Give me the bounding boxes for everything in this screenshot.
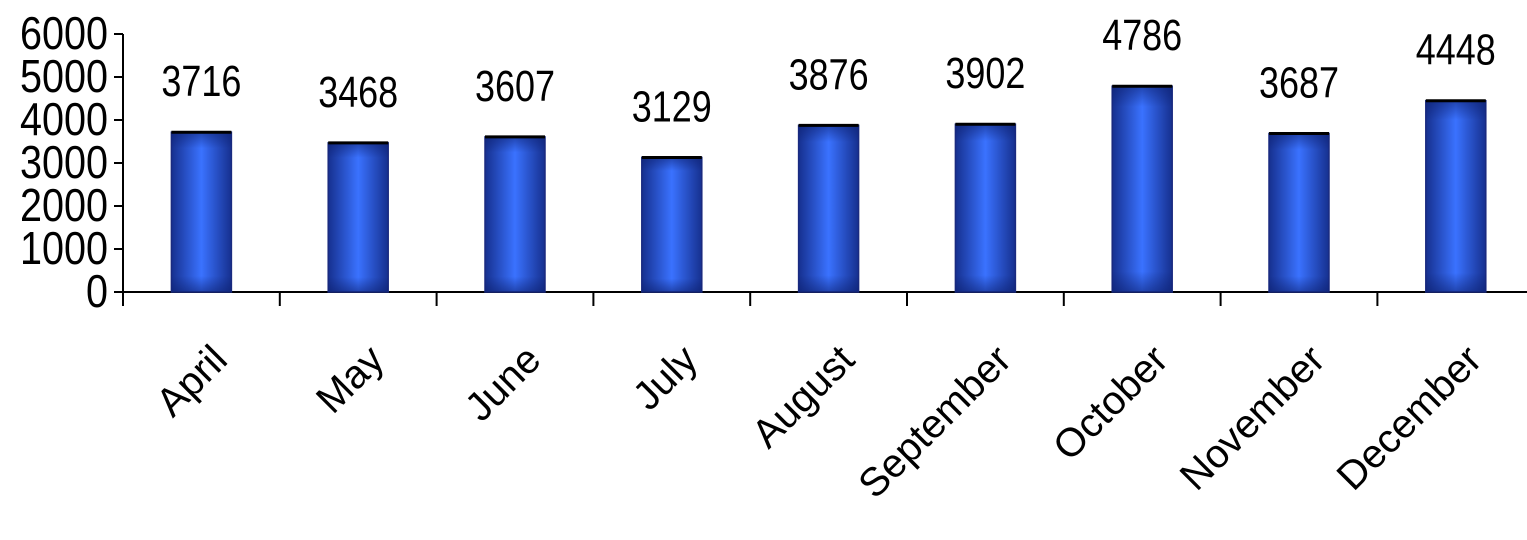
bar-shade bbox=[485, 136, 545, 292]
bar bbox=[327, 141, 389, 293]
data-label: 3607 bbox=[475, 62, 555, 111]
category-label: June bbox=[457, 337, 549, 429]
y-tick-label: 6000 bbox=[20, 7, 108, 59]
x-axis bbox=[122, 291, 1527, 306]
bar bbox=[484, 135, 546, 293]
bar-shade bbox=[955, 124, 1016, 293]
bar bbox=[1111, 84, 1173, 293]
data-label: 3716 bbox=[161, 57, 241, 106]
y-tick-label: 5000 bbox=[20, 50, 108, 102]
bar-shade bbox=[328, 142, 389, 292]
category-label: December bbox=[1329, 337, 1491, 499]
bar-shade bbox=[641, 157, 702, 292]
data-label: 3129 bbox=[632, 82, 712, 131]
data-label: 3902 bbox=[945, 49, 1025, 98]
category-label: November bbox=[1172, 337, 1334, 499]
category-label: September bbox=[850, 337, 1019, 506]
y-tick-label: 1000 bbox=[20, 222, 108, 274]
category-label: July bbox=[625, 337, 706, 418]
bar-shade bbox=[1425, 100, 1486, 293]
category-label: August bbox=[744, 337, 863, 456]
bar-shade bbox=[1269, 133, 1329, 292]
y-tick-label: 0 bbox=[86, 265, 108, 317]
bar bbox=[797, 123, 860, 293]
bar bbox=[641, 155, 703, 293]
data-label: 4786 bbox=[1102, 11, 1182, 60]
data-label: 4448 bbox=[1416, 26, 1496, 75]
category-label: May bbox=[308, 337, 393, 422]
data-label: 3687 bbox=[1259, 58, 1339, 107]
bar bbox=[170, 130, 233, 293]
category-label: October bbox=[1045, 337, 1177, 469]
data-label: 3468 bbox=[318, 68, 398, 117]
bar bbox=[1268, 131, 1330, 293]
bar-shade bbox=[1112, 86, 1173, 293]
bar bbox=[954, 122, 1017, 293]
bar-shade bbox=[171, 132, 232, 292]
data-labels: 3716 3468 3607 3129 3876 3902 4786 3687 4448 bbox=[161, 11, 1495, 131]
data-label: 3876 bbox=[789, 50, 869, 99]
category-label: April bbox=[148, 337, 236, 425]
y-tick-label: 2000 bbox=[20, 179, 108, 231]
bars bbox=[170, 84, 1487, 293]
y-tick-label: 3000 bbox=[20, 136, 108, 188]
y-tick-label: 4000 bbox=[20, 93, 108, 145]
bar-shade bbox=[798, 125, 859, 292]
bar bbox=[1425, 99, 1487, 293]
